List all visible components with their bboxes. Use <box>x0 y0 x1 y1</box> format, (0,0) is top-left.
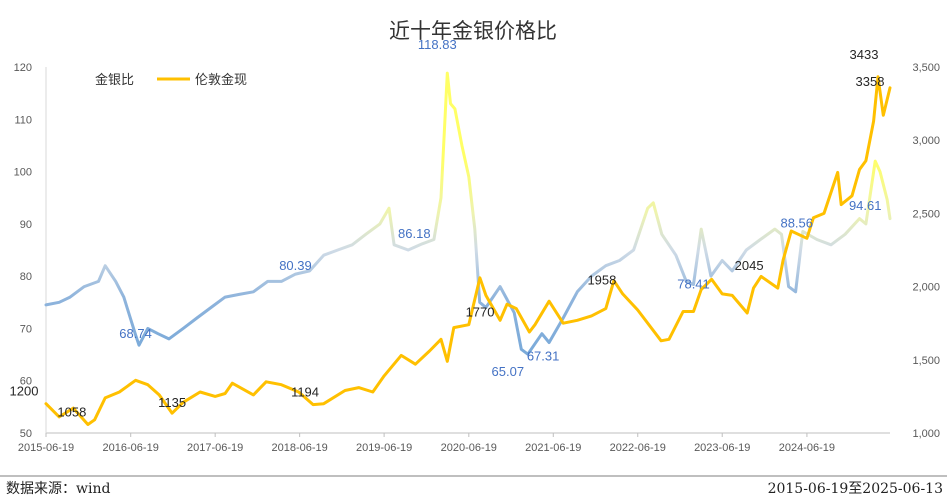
series-line-gold <box>44 75 892 426</box>
data-label: 67.31 <box>527 348 560 363</box>
chart-title: 近十年金银价格比 <box>389 19 557 43</box>
data-label: 1194 <box>291 385 319 400</box>
data-label: 3433 <box>850 47 879 62</box>
y-left-tick-label: 60 <box>20 376 32 388</box>
x-tick-label: 2023-06-19 <box>694 442 750 454</box>
plot-area <box>45 67 890 434</box>
legend-item-ratio: 金银比 <box>57 72 134 88</box>
y-right-tick-label: 2,000 <box>912 282 940 294</box>
data-label: 2045 <box>735 258 764 273</box>
y-right-tick-label: 2,500 <box>912 208 940 220</box>
y-left-tick-label: 110 <box>14 114 32 126</box>
y-left-tick-label: 50 <box>20 428 32 440</box>
legend: 金银比 伦敦金现 <box>57 72 247 88</box>
right-axis-ticks: 1,000 1,500 2,000 2,500 3,000 3,500 <box>912 62 940 440</box>
data-label: 118.83 <box>418 37 457 52</box>
y-left-tick-label: 100 <box>14 167 32 179</box>
series-layer <box>44 71 892 426</box>
left-axis-ticks: 50 60 70 80 90 100 110 120 <box>14 62 32 440</box>
legend-label-ratio: 金银比 <box>95 72 134 88</box>
x-tick-label: 2022-06-19 <box>610 442 666 454</box>
y-right-tick-label: 1,500 <box>912 355 940 367</box>
legend-item-gold: 伦敦金现 <box>157 72 247 88</box>
x-tick-label: 2017-06-19 <box>187 442 243 454</box>
y-left-tick-label: 70 <box>20 323 32 335</box>
legend-label-gold: 伦敦金现 <box>195 72 247 88</box>
data-label: 1200 <box>10 384 39 399</box>
x-tick-label: 2015-06-19 <box>18 442 74 454</box>
series-line-ratio <box>44 71 892 356</box>
data-label: 3358 <box>856 74 885 89</box>
data-label: 88.56 <box>780 215 813 230</box>
data-label: 1058 <box>57 405 86 420</box>
y-left-tick-label: 90 <box>20 219 32 231</box>
x-tick-label: 2024-06-19 <box>779 442 835 454</box>
annotation-layer: 1200 1058 1135 1194 1770 1958 2045 3433 3358 68.7… <box>10 37 885 419</box>
x-tick-label: 2021-06-19 <box>525 442 581 454</box>
data-label: 1770 <box>466 304 495 319</box>
x-tick-label: 2018-06-19 <box>271 442 327 454</box>
data-label: 65.07 <box>492 364 525 379</box>
y-right-tick-label: 3,500 <box>912 62 940 74</box>
data-label: 86.18 <box>398 226 431 241</box>
data-label: 78.41 <box>677 276 710 291</box>
y-right-tick-label: 3,000 <box>912 135 940 147</box>
x-tick-label: 2016-06-19 <box>103 442 159 454</box>
x-tick-label: 2020-06-19 <box>441 442 497 454</box>
y-left-tick-label: 120 <box>14 62 32 74</box>
data-label: 80.39 <box>279 258 312 273</box>
data-source: 数据来源：wind <box>6 481 110 497</box>
y-right-tick-label: 1,000 <box>912 428 940 440</box>
data-label: 68.74 <box>119 326 152 341</box>
data-label: 1135 <box>158 395 186 410</box>
x-tick-label: 2019-06-19 <box>356 442 412 454</box>
y-left-tick-label: 80 <box>20 271 32 283</box>
data-label: 1958 <box>587 273 616 288</box>
date-range: 2015-06-19至2025-06-13 <box>768 481 943 497</box>
x-axis-ticks: 2015-06-19 2016-06-19 2017-06-19 2018-06-19… <box>18 433 835 454</box>
data-label: 94.61 <box>849 198 882 213</box>
